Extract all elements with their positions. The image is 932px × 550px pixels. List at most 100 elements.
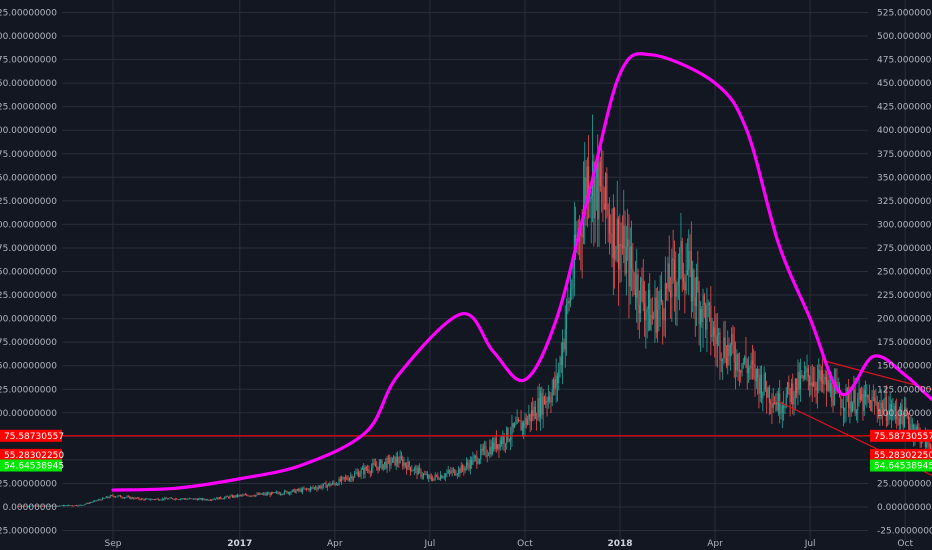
candle-body — [120, 495, 122, 498]
y-tick-label-left: 225.00000000 — [0, 291, 57, 301]
candle-body — [679, 252, 681, 279]
candle-body — [72, 505, 74, 507]
candle-body — [151, 499, 153, 500]
candle-body — [235, 494, 237, 497]
candle-body — [724, 337, 726, 358]
candle-body — [686, 269, 688, 276]
candle-body — [688, 251, 690, 270]
candle-body — [463, 468, 465, 471]
candle-body — [744, 356, 746, 363]
y-tick-label-right: 125.00000000 — [877, 385, 932, 395]
candle-body — [358, 472, 360, 477]
candle-body — [289, 492, 291, 494]
candle-body — [346, 477, 348, 480]
candle-body — [865, 390, 867, 397]
candle-body — [294, 489, 296, 493]
x-axis[interactable]: Sep2017AprJulOct2018AprJulOct2019AprJulO… — [105, 539, 932, 549]
candle-body — [156, 498, 158, 500]
y-tick-label-right: 200.00000000 — [877, 315, 932, 325]
candle-body — [663, 319, 665, 321]
candle-body — [875, 401, 877, 403]
candle-body — [644, 303, 646, 321]
price-tag-label: 75.58730557 — [874, 432, 932, 442]
candle-body — [369, 471, 371, 473]
candle-body — [348, 478, 350, 481]
candle-body — [917, 427, 919, 429]
candle-body — [68, 505, 70, 507]
candle-body — [278, 493, 280, 495]
candle-body — [46, 506, 48, 507]
candle-body — [233, 495, 235, 498]
hand-drawn-curve-path[interactable] — [111, 52, 932, 521]
candle-body — [112, 495, 114, 497]
candle-body — [787, 382, 789, 394]
candle-body — [710, 305, 712, 337]
candle-body — [185, 498, 187, 500]
candle-body — [363, 467, 365, 475]
y-tick-label-left: 275.00000000 — [0, 244, 57, 254]
candle-body — [390, 462, 392, 466]
candle-body — [186, 498, 188, 500]
candle-body — [907, 415, 909, 424]
candle-body — [595, 163, 597, 178]
candle-body — [250, 495, 252, 497]
candle-body — [129, 496, 131, 499]
candle-body — [243, 494, 245, 496]
candle-body — [889, 404, 891, 411]
candle-body — [380, 460, 382, 463]
candle-body — [706, 304, 708, 330]
candle-body — [815, 387, 817, 391]
candle-body — [199, 498, 201, 500]
candle-body — [668, 263, 670, 292]
candle-body — [473, 456, 475, 458]
candle-body — [623, 225, 625, 249]
candle-body — [265, 493, 267, 495]
y-tick-label-left: 250.00000000 — [0, 268, 57, 278]
candle-body — [329, 483, 331, 486]
candle-body — [30, 505, 32, 507]
candle-body — [164, 497, 166, 500]
candle-body — [408, 461, 410, 467]
candle-body — [144, 498, 146, 501]
candle-body — [616, 218, 618, 250]
candle-body — [673, 260, 675, 281]
candle-body — [216, 497, 218, 500]
candle-body — [824, 376, 826, 381]
candle-body — [549, 396, 551, 401]
candle-body — [594, 177, 596, 219]
candle-body — [766, 389, 768, 398]
candle-body — [222, 498, 224, 500]
candle-body — [373, 463, 375, 465]
candle-body — [368, 469, 370, 472]
candle-body — [494, 438, 496, 449]
candle-body — [571, 287, 573, 289]
candle-body — [26, 505, 28, 507]
candle-body — [237, 494, 239, 497]
candle-body — [581, 233, 583, 238]
candle-body — [104, 498, 106, 499]
candle-body — [137, 497, 139, 499]
candle-body — [450, 471, 452, 473]
candle-body — [740, 370, 742, 373]
trend-line[interactable] — [824, 360, 932, 483]
candle-body — [598, 161, 600, 220]
candle-body — [202, 498, 204, 500]
x-tick-label: 2017 — [227, 539, 252, 549]
price-tag — [0, 429, 62, 442]
candle-body — [796, 378, 798, 394]
candle-body — [563, 342, 565, 350]
candle-body — [300, 489, 302, 492]
candle-body — [584, 177, 586, 205]
candle-body — [69, 505, 71, 506]
candle-body — [681, 241, 683, 278]
candle-body — [523, 422, 525, 428]
candle-body — [142, 498, 144, 500]
candle-body — [658, 301, 660, 310]
candle-body — [901, 404, 903, 416]
candle-body — [101, 497, 103, 501]
candle-body — [385, 461, 387, 469]
candle-body — [764, 373, 766, 390]
candle-body — [417, 467, 419, 475]
candle-body — [677, 278, 679, 286]
